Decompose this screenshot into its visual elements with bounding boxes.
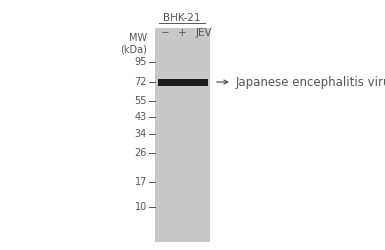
Text: +: +: [178, 28, 186, 38]
Text: 72: 72: [134, 77, 147, 87]
Text: 55: 55: [134, 96, 147, 106]
Text: 10: 10: [135, 202, 147, 212]
Text: JEV: JEV: [196, 28, 213, 38]
Text: 26: 26: [135, 148, 147, 158]
Text: 17: 17: [135, 177, 147, 187]
Text: −: −: [161, 28, 169, 38]
Text: BHK-21: BHK-21: [163, 13, 201, 23]
Text: 34: 34: [135, 129, 147, 139]
Text: (kDa): (kDa): [120, 44, 147, 54]
Text: MW: MW: [129, 33, 147, 43]
Bar: [155, 28, 210, 242]
Text: 43: 43: [135, 112, 147, 122]
Text: Japanese encephalitis virus  NS3: Japanese encephalitis virus NS3: [236, 76, 385, 88]
Text: 95: 95: [135, 57, 147, 67]
Bar: [158, 78, 208, 86]
